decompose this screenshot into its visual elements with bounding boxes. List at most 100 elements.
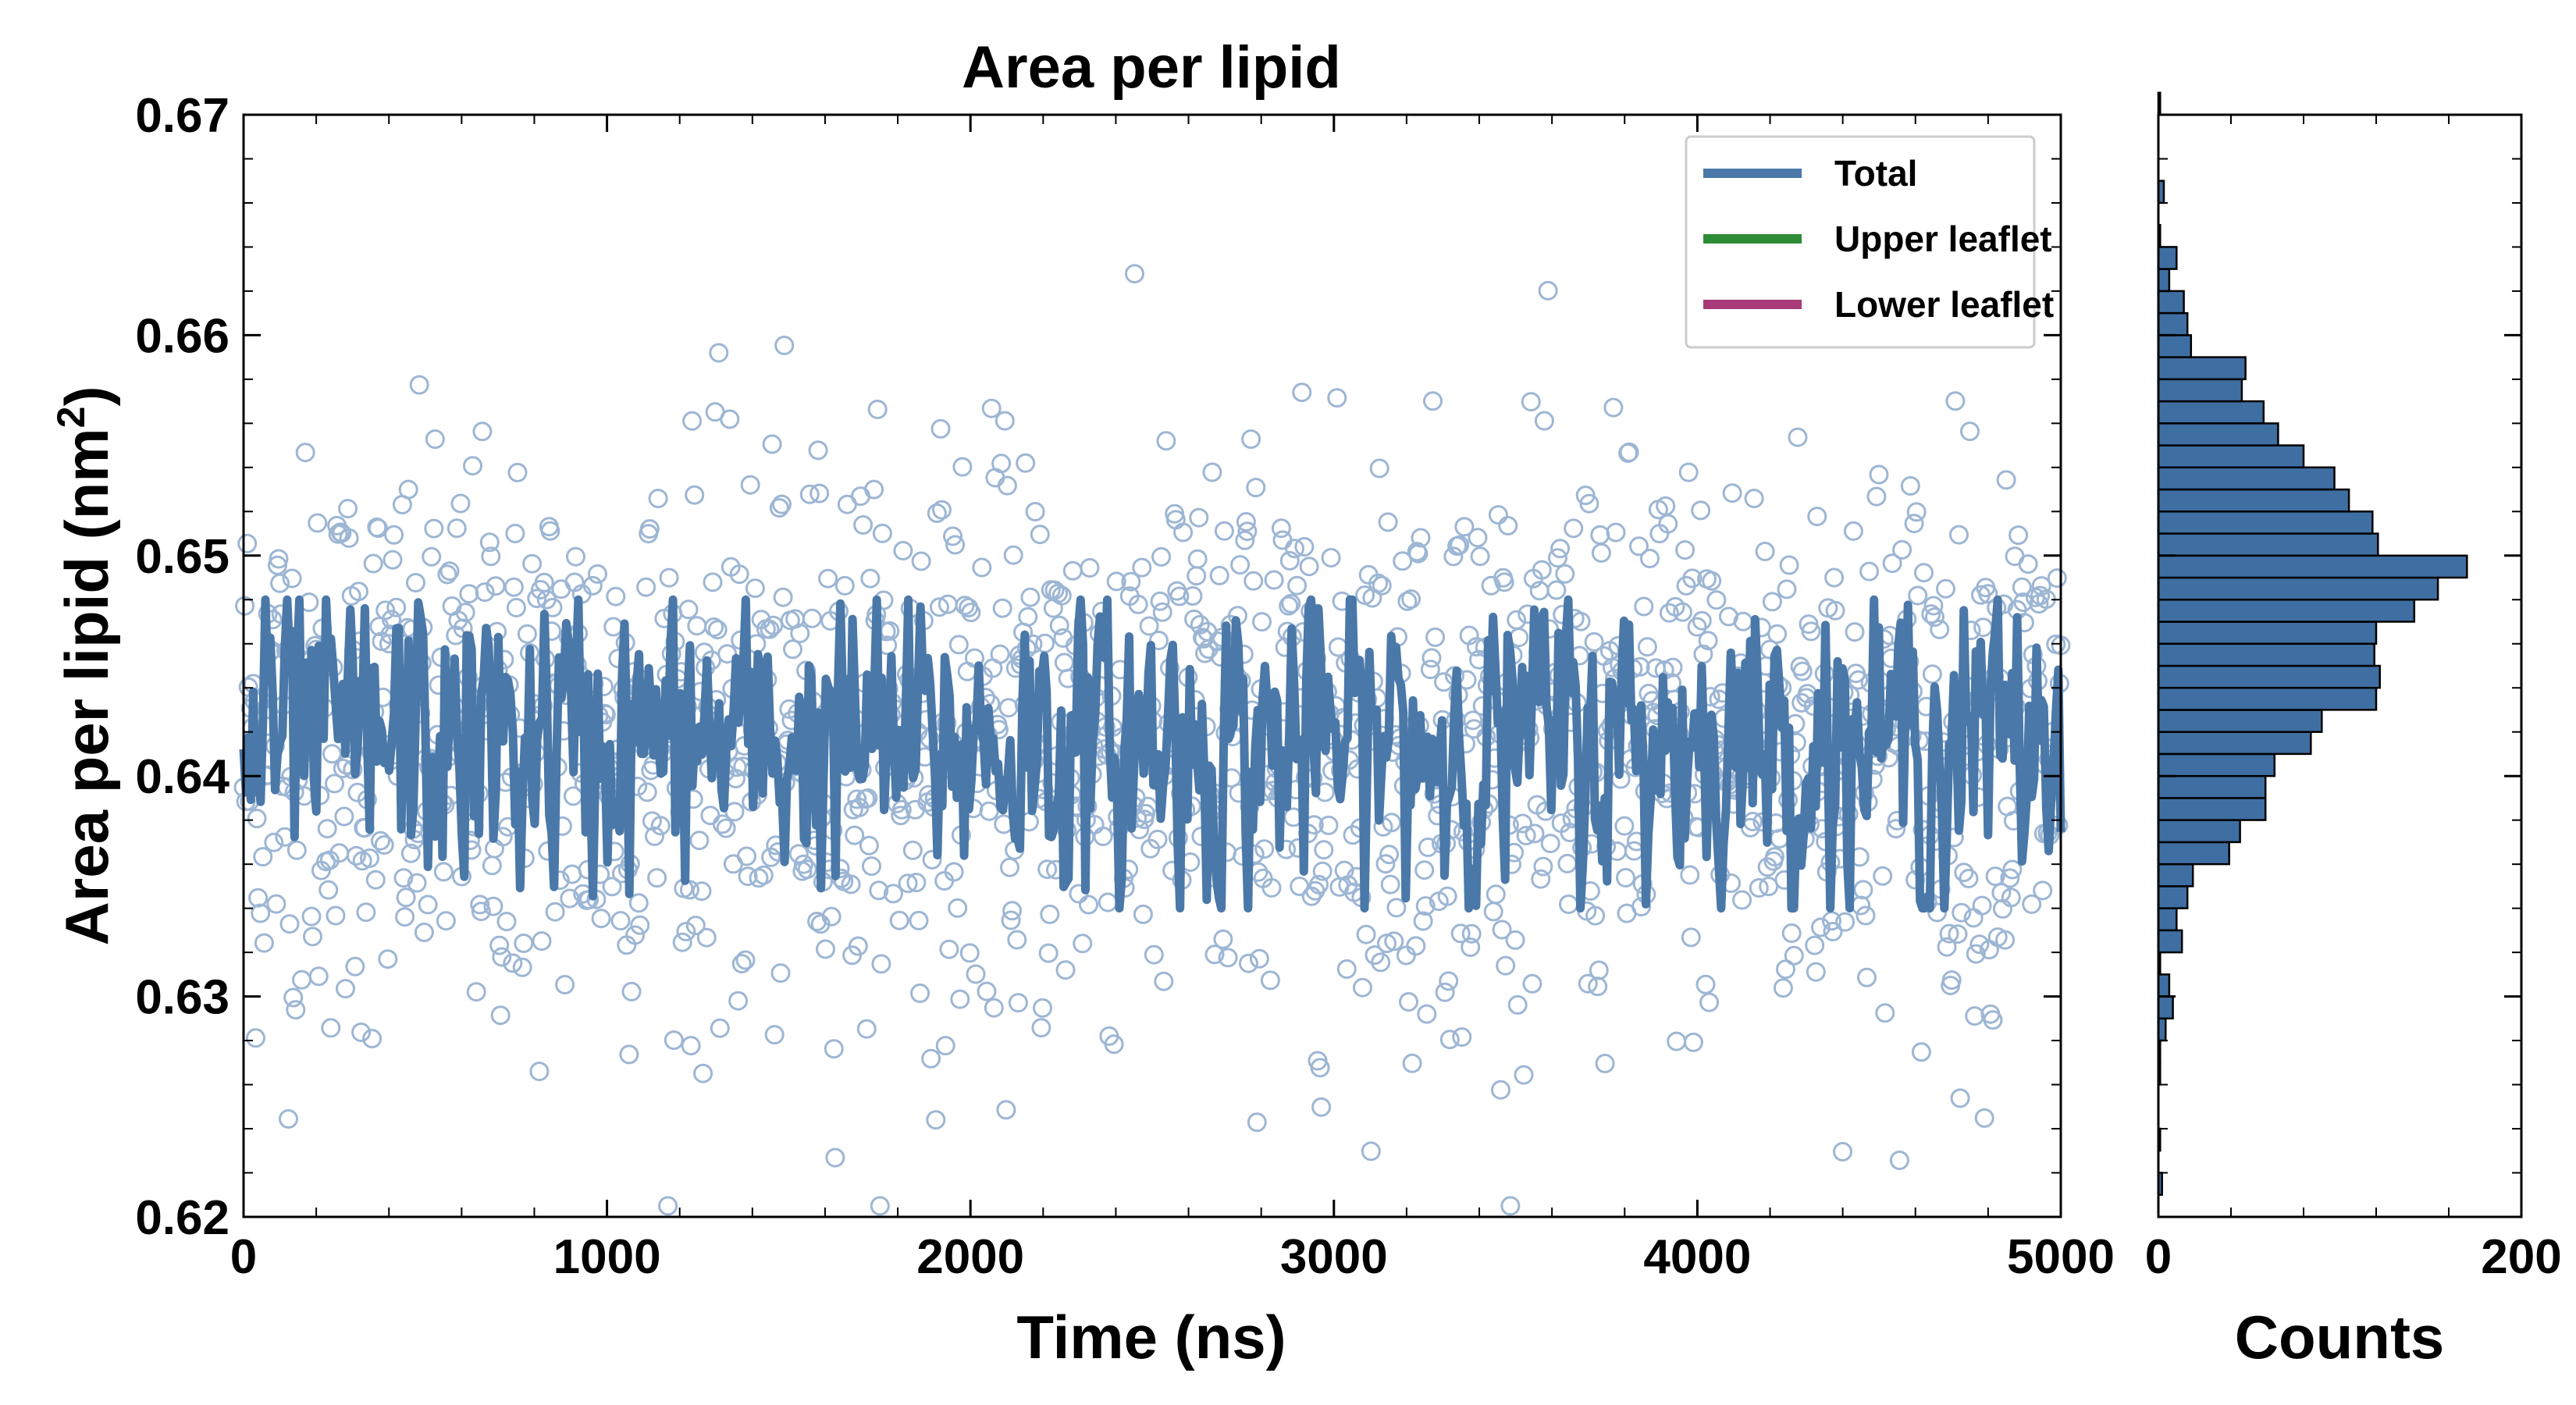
histogram-bar xyxy=(2157,422,2279,446)
scatter-point xyxy=(1823,922,1843,941)
main-plot: Area per lipid 0 1000 2000 3000 4000 5000 0.62… xyxy=(49,34,2115,1371)
scatter-point xyxy=(362,1029,382,1049)
scatter-point xyxy=(545,902,565,922)
scatter-point xyxy=(1807,507,1827,527)
scatter-point xyxy=(1104,1034,1124,1055)
scatter-point xyxy=(869,880,889,901)
scatter-point xyxy=(678,599,699,620)
scatter-point xyxy=(1271,518,1291,539)
scatter-point xyxy=(433,862,454,882)
scatter-point xyxy=(799,484,820,504)
scatter-point xyxy=(1121,571,1141,592)
scatter-point xyxy=(1959,869,1979,888)
scatter-point xyxy=(1843,521,1863,541)
scatter-point xyxy=(503,577,524,597)
scatter-point xyxy=(944,862,964,882)
scatter-point xyxy=(1908,585,1928,606)
scatter-point xyxy=(470,895,490,915)
scatter-point xyxy=(1452,1027,1472,1048)
scatter-point xyxy=(1079,895,1098,915)
scatter-point xyxy=(1244,571,1264,591)
scatter-point xyxy=(911,551,931,571)
scatter-point xyxy=(685,916,706,936)
scatter-point xyxy=(1682,568,1703,589)
scatter-point xyxy=(492,947,512,967)
scatter-point xyxy=(859,835,879,855)
scatter-point xyxy=(254,933,274,953)
scatter-point xyxy=(384,525,404,545)
scatter-point xyxy=(867,400,888,419)
scatter-point xyxy=(303,927,322,947)
scatter-point xyxy=(1378,512,1398,532)
scatter-point xyxy=(382,610,401,630)
scatter-point xyxy=(735,950,756,970)
scatter-point xyxy=(841,874,861,895)
scatter-point xyxy=(696,927,717,948)
scatter-point xyxy=(1859,561,1880,582)
chart-title: Area per lipid xyxy=(962,34,1341,101)
scatter-point xyxy=(1152,602,1172,622)
scatter-point xyxy=(1025,502,1045,521)
scatter-point xyxy=(1513,813,1532,834)
histogram-bar xyxy=(2157,334,2193,358)
scatter-point xyxy=(1237,521,1258,542)
scatter-point xyxy=(763,615,784,635)
scatter-point xyxy=(246,1028,265,1048)
scatter-point xyxy=(414,923,434,942)
scatter-point xyxy=(1384,931,1404,951)
scatter-point xyxy=(737,846,756,866)
scatter-point xyxy=(455,603,475,623)
histogram-bar xyxy=(2157,599,2416,623)
scatter-point xyxy=(459,584,479,604)
scatter-point xyxy=(1040,904,1060,924)
x-axis-label: Time (ns) xyxy=(1016,1303,1286,1371)
histogram-bar xyxy=(2157,576,2439,601)
scatter-point xyxy=(1279,550,1300,571)
scatter-point xyxy=(235,596,255,616)
scatter-point xyxy=(1420,660,1440,680)
scatter-point xyxy=(1811,917,1831,937)
scatter-point xyxy=(889,910,909,930)
scatter-point xyxy=(1386,898,1407,918)
legend-box xyxy=(1685,135,2036,349)
scatter-point xyxy=(1321,548,1341,567)
scatter-point xyxy=(1000,857,1019,877)
scatter-point xyxy=(1314,840,1334,860)
scatter-point xyxy=(729,564,749,585)
scatter-point xyxy=(1020,587,1041,607)
scatter-point xyxy=(1290,877,1310,896)
scatter-point xyxy=(1007,930,1027,950)
scatter-point xyxy=(681,1036,701,1056)
scatter-point xyxy=(1204,944,1225,965)
scatter-point xyxy=(1183,586,1203,606)
scatter-point xyxy=(247,809,267,829)
histogram-bar xyxy=(2157,532,2379,557)
scatter-point xyxy=(1578,973,1598,994)
scatter-point xyxy=(1702,571,1722,591)
scatter-point xyxy=(1356,924,1376,944)
scatter-point xyxy=(1835,912,1856,932)
scatter-point xyxy=(1658,514,1678,534)
scatter-point xyxy=(1659,603,1679,623)
histogram-bar xyxy=(2157,863,2194,887)
scatter-point xyxy=(1922,664,1942,685)
y-tick-label: 0.63 xyxy=(135,971,229,1025)
scatter-point xyxy=(862,856,881,877)
scatter-point xyxy=(1492,919,1512,940)
scatter-point xyxy=(1139,616,1159,636)
hist-x-tick-label: 0 xyxy=(2145,1230,2172,1284)
scatter-point xyxy=(1952,902,1972,923)
scatter-point xyxy=(603,617,624,637)
scatter-point xyxy=(1488,505,1508,525)
scatter-point xyxy=(1235,530,1255,550)
scatter-point xyxy=(1125,264,1144,284)
histogram-bar xyxy=(2157,378,2243,403)
scatter-point xyxy=(1805,935,1825,955)
scatter-point xyxy=(1001,910,1021,930)
scatter-point xyxy=(856,1019,877,1039)
scatter-point xyxy=(472,422,493,442)
scatter-point xyxy=(1950,1088,1970,1108)
scatter-point xyxy=(1485,884,1506,905)
scatter-point xyxy=(845,825,865,845)
